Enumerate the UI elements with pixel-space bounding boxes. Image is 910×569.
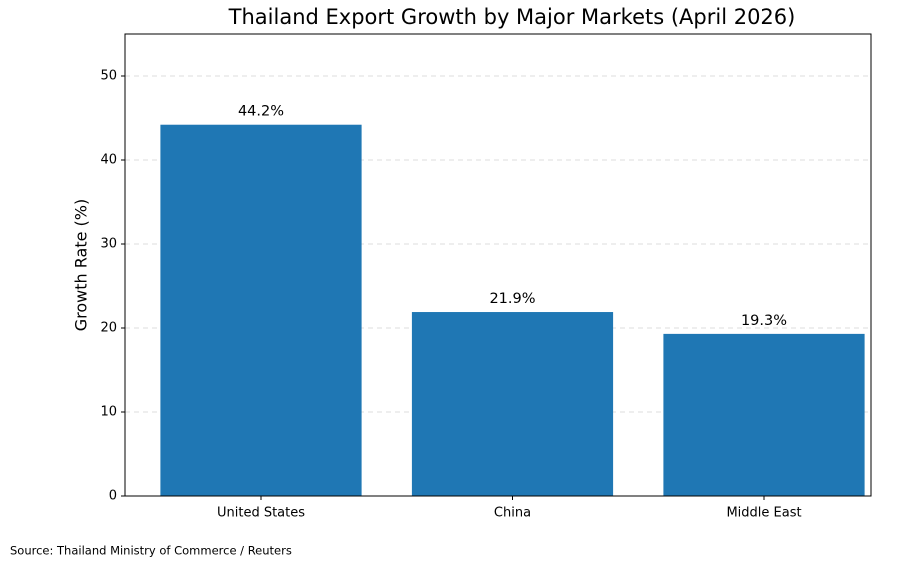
value-label: 19.3% [741, 313, 787, 329]
chart-title: Thailand Export Growth by Major Markets … [228, 5, 796, 29]
y-tick-label: 0 [109, 489, 117, 504]
bar [663, 333, 865, 496]
axes-frame [124, 33, 872, 497]
x-tick-label: United States [217, 506, 305, 521]
value-label: 21.9% [489, 291, 535, 307]
y-axis-label: Growth Rate (%) [72, 199, 91, 331]
x-tick-label: China [494, 506, 531, 521]
y-tick-label: 40 [100, 153, 117, 168]
y-tick-label: 10 [100, 405, 117, 420]
value-label: 44.2% [238, 104, 284, 120]
bar [160, 124, 362, 496]
plot-area: 0 10 20 30 40 50 United States 44.2% China 21.9% M… [100, 69, 871, 521]
source-note: Source: Thailand Ministry of Commerce / … [10, 544, 292, 558]
x-tick-label: Middle East [726, 506, 801, 521]
y-tick-label: 30 [100, 237, 117, 252]
y-tick-label: 20 [100, 321, 117, 336]
y-tick-label: 50 [100, 69, 117, 84]
bar [411, 312, 614, 496]
